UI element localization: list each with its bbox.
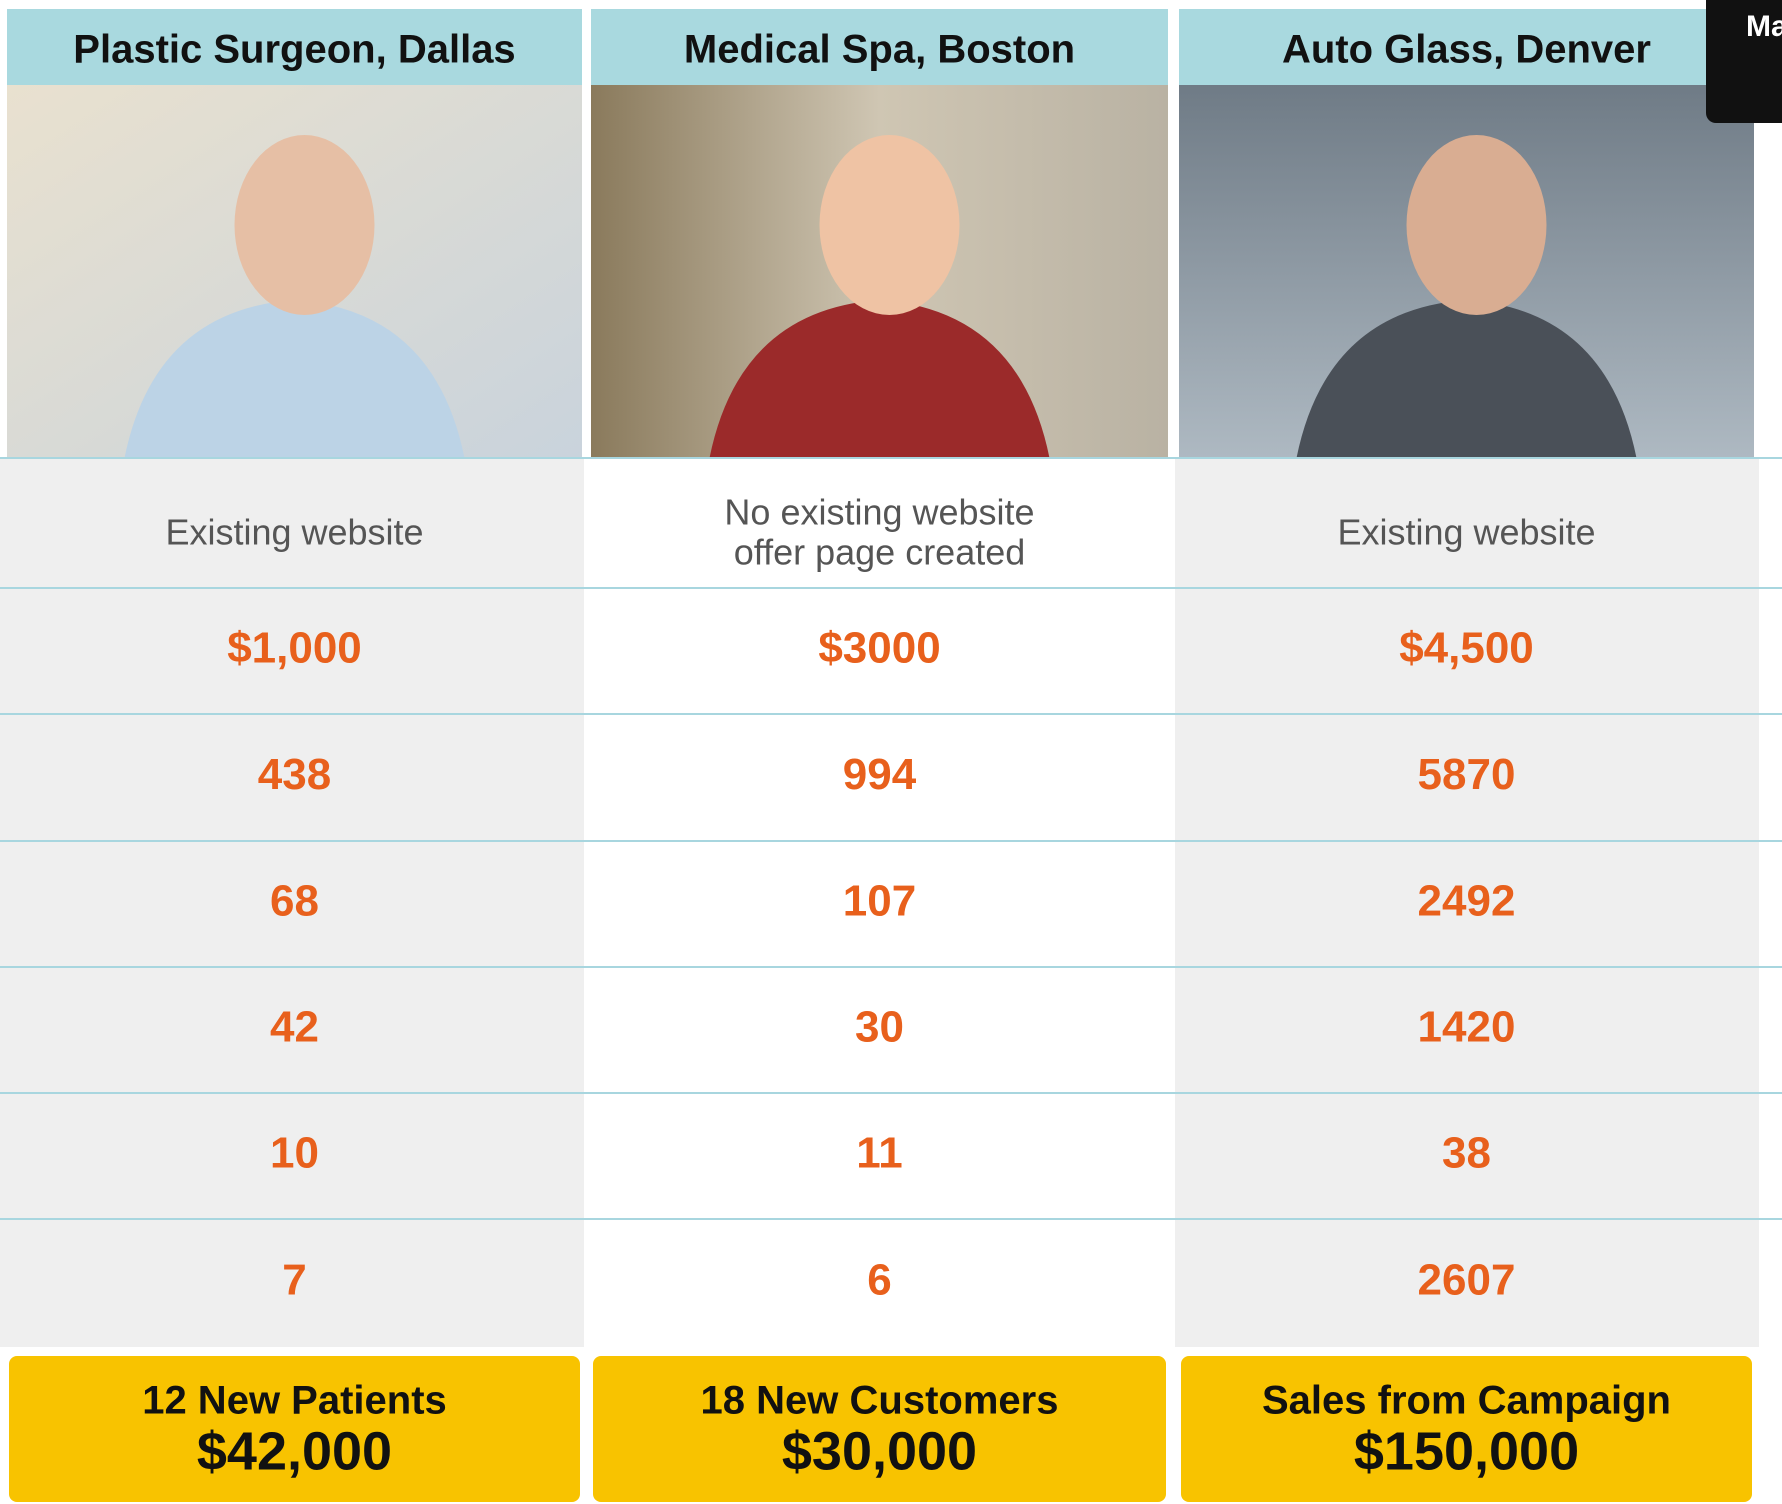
- column-header: [591, 9, 1168, 85]
- photo-person-head: [234, 135, 375, 315]
- column-description: Existing website: [165, 512, 423, 553]
- metric-value: 1420: [1418, 1003, 1516, 1052]
- photo-person-head: [819, 135, 960, 315]
- metric-value: 68: [270, 877, 319, 926]
- column-description: No existing website: [724, 492, 1034, 533]
- photo-person-body: [124, 300, 465, 458]
- result-amount: $30,000: [782, 1421, 977, 1481]
- column-body: [587, 458, 1173, 1347]
- metric-value: $1,000: [227, 624, 362, 673]
- column-header: [7, 9, 582, 85]
- result-label: Sales from Campaign: [1262, 1379, 1671, 1423]
- column-title: Medical Spa, Boston: [684, 28, 1075, 72]
- content: Plastic Surgeon, Dallas Existing website $…: [73, 0, 1782, 1481]
- result-box: [1181, 1356, 1752, 1502]
- column-header: [1179, 9, 1754, 85]
- metric-value: 6: [867, 1256, 891, 1305]
- column-description: Existing website: [1337, 512, 1595, 553]
- metric-value: 11: [856, 1129, 903, 1178]
- column-description: offer page created: [734, 532, 1026, 573]
- photo-person-body: [709, 300, 1050, 458]
- column-title: Auto Glass, Denver: [1282, 28, 1651, 72]
- corner-tab: [1706, 0, 1782, 123]
- metric-value: 2607: [1418, 1256, 1516, 1305]
- metric-value: 38: [1442, 1129, 1491, 1178]
- result-amount: $42,000: [197, 1421, 392, 1481]
- metric-value: $3000: [818, 624, 940, 673]
- column-title: Plastic Surgeon, Dallas: [73, 28, 515, 72]
- metric-value: 2492: [1418, 877, 1516, 926]
- column-body: [0, 458, 584, 1347]
- metric-value: 42: [270, 1003, 319, 1052]
- result-label: 18 New Customers: [701, 1379, 1059, 1423]
- photo-person-head: [1406, 135, 1547, 315]
- metric-value: $4,500: [1399, 624, 1534, 673]
- result-label: 12 New Patients: [142, 1379, 447, 1423]
- metric-value: 30: [855, 1003, 904, 1052]
- metric-value: 438: [258, 750, 331, 799]
- metric-value: 5870: [1418, 750, 1516, 799]
- result-box: [9, 1356, 580, 1502]
- corner-tab-label: Ma: [1746, 10, 1782, 43]
- column-body: [1175, 458, 1759, 1347]
- metric-value: 7: [282, 1256, 306, 1305]
- metric-value: 10: [270, 1129, 319, 1178]
- result-amount: $150,000: [1354, 1421, 1579, 1481]
- result-box: [593, 1356, 1166, 1502]
- metric-value: 107: [843, 877, 916, 926]
- metric-value: 994: [843, 750, 917, 799]
- photo-person-body: [1296, 300, 1637, 458]
- background: [0, 9, 1782, 1502]
